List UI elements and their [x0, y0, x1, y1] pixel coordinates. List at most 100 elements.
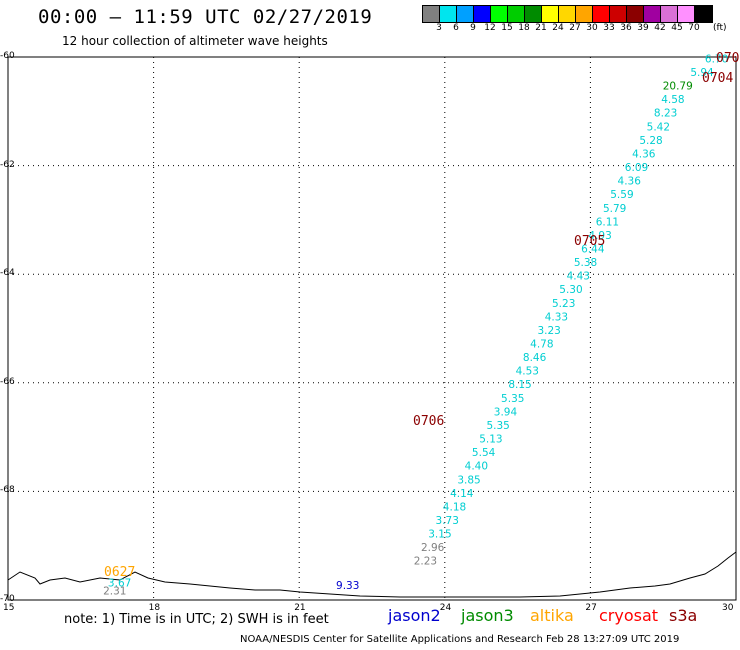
swh-value-label: 4.43 — [567, 271, 590, 283]
color-scale-label: 45 — [671, 23, 683, 33]
color-swatch — [457, 6, 474, 22]
credit-line: NOAA/NESDIS Center for Satellite Applica… — [240, 634, 680, 645]
swh-value-label: 5.42 — [647, 121, 670, 133]
pass-time-label: 0705 — [574, 234, 605, 249]
longitude-tick-label: 27 — [585, 603, 597, 613]
pass-time-label: 0704 — [702, 71, 733, 86]
color-swatch — [423, 6, 440, 22]
swh-value-label: 9.33 — [336, 580, 359, 592]
legend-jason3: jason3 — [461, 606, 514, 625]
color-scale-label: 3 — [436, 23, 442, 33]
swh-value-label: 5.28 — [639, 135, 662, 147]
color-swatch — [610, 6, 627, 22]
swh-value-label: 6.11 — [596, 216, 619, 228]
swh-value-label: 5.23 — [552, 298, 575, 310]
swh-value-label: 6.44 — [581, 243, 605, 255]
swh-value-label: 4.14 — [450, 488, 474, 500]
swh-value-label: 2.31 — [103, 586, 126, 598]
swh-value-label: 5.30 — [559, 284, 582, 296]
swh-value-label: 3.85 — [457, 474, 480, 486]
swh-value-label: 3.94 — [494, 406, 518, 418]
swh-value-label: 4.33 — [545, 311, 568, 323]
color-swatch — [559, 6, 576, 22]
swh-value-label: 4.93 — [588, 230, 611, 242]
swh-value-label: 3.15 — [428, 529, 451, 541]
pass-time-label: 0706 — [413, 414, 444, 429]
pass-time-label: 0627 — [104, 565, 135, 580]
observation-values: 6.705.9420.794.588.235.425.284.366.094.3… — [103, 53, 728, 597]
latitude-tick-label: -62 — [0, 159, 15, 170]
swh-value-label: 4.36 — [632, 148, 656, 160]
latitude-tick-label: -66 — [0, 376, 15, 387]
color-scale-label: 21 — [535, 23, 547, 33]
swh-value-label: 5.94 — [690, 67, 714, 79]
color-scale-label: 9 — [470, 23, 476, 33]
color-swatch — [576, 6, 593, 22]
color-swatch — [644, 6, 661, 22]
color-scale-bar — [422, 5, 713, 23]
page-title: 00:00 – 11:59 UTC 02/27/2019 — [38, 6, 373, 28]
swh-value-label: 5.35 — [501, 393, 524, 405]
swh-value-label: 8.15 — [508, 379, 531, 391]
swh-value-label: 4.40 — [465, 461, 488, 473]
latitude-tick-label: -60 — [0, 51, 15, 61]
color-scale-label: 15 — [501, 23, 513, 33]
swh-value-label: 8.23 — [654, 108, 677, 120]
color-scale-unit: (ft) — [713, 23, 727, 33]
legend-jason2: jason2 — [388, 606, 441, 625]
swh-value-label: 4.58 — [661, 94, 684, 106]
map-frame — [7, 56, 737, 601]
color-swatch — [508, 6, 525, 22]
gridlines — [8, 57, 736, 600]
color-scale-label: 18 — [518, 23, 530, 33]
page-subtitle: 12 hour collection of altimeter wave hei… — [62, 34, 328, 48]
longitude-tick-label: 21 — [294, 603, 306, 613]
color-scale-label: 39 — [637, 23, 649, 33]
swh-value-label: 5.59 — [610, 189, 633, 201]
swh-value-label: 20.79 — [663, 81, 693, 93]
color-scale-label: 24 — [552, 23, 564, 33]
swh-value-label: 5.38 — [574, 257, 597, 269]
color-scale-label: 33 — [603, 23, 615, 33]
swh-value-label: 3.73 — [436, 515, 459, 527]
latitude-tick-label: -68 — [0, 485, 15, 496]
swh-value-label: 2.96 — [421, 542, 445, 554]
legend-cryosat: cryosat — [599, 606, 659, 625]
swh-value-label: 4.18 — [443, 501, 466, 513]
longitude-tick-label: 15 — [3, 603, 15, 613]
color-scale-label: 6 — [453, 23, 459, 33]
latitude-tick-label: -70 — [0, 594, 15, 604]
swh-value-label: 8.46 — [523, 352, 547, 364]
legend-s3a: s3a — [669, 606, 698, 625]
color-swatch — [542, 6, 559, 22]
legend-altika: altika — [530, 606, 574, 625]
color-swatch — [474, 6, 491, 22]
color-swatch — [695, 6, 712, 22]
longitude-tick-label: 18 — [148, 603, 161, 613]
color-swatch — [593, 6, 610, 22]
pass-time-labels: 0705 0704 070 0706 0627 — [104, 51, 739, 580]
color-scale-label: 12 — [484, 23, 496, 33]
color-scale-label: 30 — [586, 23, 598, 33]
swh-value-label: 3.23 — [537, 325, 560, 337]
color-swatch — [491, 6, 508, 22]
longitude-tick-label: 24 — [439, 603, 452, 613]
swh-value-label: 3.67 — [108, 577, 131, 589]
color-swatch — [440, 6, 457, 22]
swh-value-label: 4.53 — [516, 366, 539, 378]
swh-value-label: 5.35 — [486, 420, 509, 432]
color-swatch — [661, 6, 678, 22]
color-swatch — [678, 6, 695, 22]
color-scale-label: 42 — [654, 23, 666, 33]
swh-value-label: 4.78 — [530, 339, 553, 351]
swh-value-label: 5.79 — [603, 203, 626, 215]
color-scale-label: 36 — [620, 23, 632, 33]
latitude-tick-label: -64 — [0, 268, 15, 279]
footer-note: note: 1) Time is in UTC; 2) SWH is in fe… — [64, 612, 329, 627]
color-scale-label: 27 — [569, 23, 581, 33]
color-swatch — [525, 6, 542, 22]
swh-value-label: 5.13 — [479, 434, 502, 446]
swh-value-label: 5.54 — [472, 447, 496, 459]
swh-value-label: 6.70 — [705, 53, 728, 65]
swh-value-label: 4.36 — [618, 176, 642, 188]
